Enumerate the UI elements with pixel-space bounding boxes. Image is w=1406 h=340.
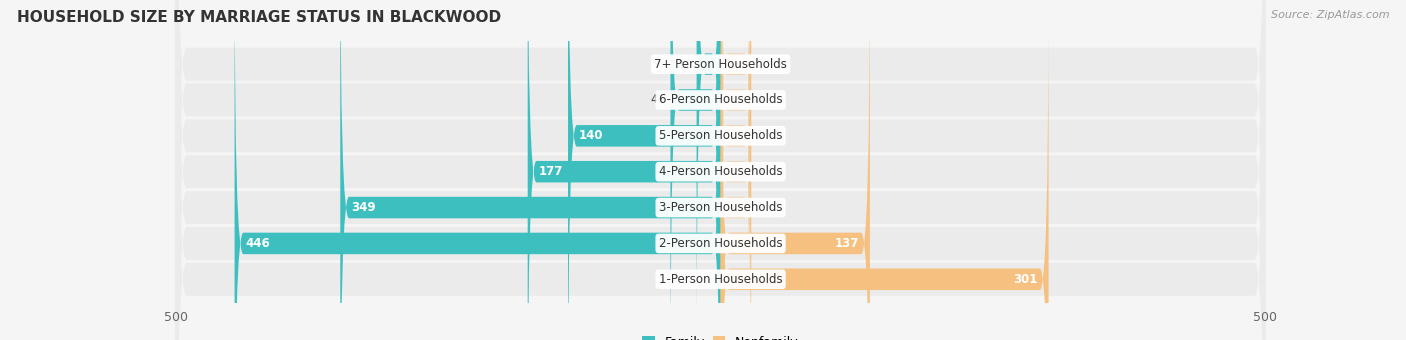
FancyBboxPatch shape (721, 0, 751, 340)
Text: 2-Person Households: 2-Person Households (659, 237, 782, 250)
FancyBboxPatch shape (721, 3, 1049, 340)
FancyBboxPatch shape (176, 0, 1265, 340)
FancyBboxPatch shape (176, 0, 1265, 340)
Text: 349: 349 (352, 201, 375, 214)
Text: 0: 0 (755, 129, 763, 142)
FancyBboxPatch shape (527, 0, 721, 340)
Text: 446: 446 (246, 237, 270, 250)
FancyBboxPatch shape (721, 0, 751, 269)
FancyBboxPatch shape (568, 0, 721, 340)
Text: 301: 301 (1014, 273, 1038, 286)
Text: Source: ZipAtlas.com: Source: ZipAtlas.com (1271, 10, 1389, 20)
Text: 177: 177 (538, 165, 562, 178)
Text: 0: 0 (755, 165, 763, 178)
FancyBboxPatch shape (671, 0, 721, 340)
FancyBboxPatch shape (176, 0, 1265, 340)
Text: 7+ Person Households: 7+ Person Households (654, 57, 787, 71)
FancyBboxPatch shape (176, 0, 1265, 340)
Text: 137: 137 (835, 237, 859, 250)
FancyBboxPatch shape (721, 3, 751, 340)
Text: 0: 0 (755, 94, 763, 106)
Text: 140: 140 (579, 129, 603, 142)
Text: 6-Person Households: 6-Person Households (659, 94, 782, 106)
Text: 4-Person Households: 4-Person Households (659, 165, 782, 178)
Text: 0: 0 (755, 201, 763, 214)
FancyBboxPatch shape (235, 0, 721, 340)
FancyBboxPatch shape (721, 0, 751, 340)
Text: 1-Person Households: 1-Person Households (659, 273, 782, 286)
Text: 46: 46 (650, 94, 665, 106)
Text: 22: 22 (676, 57, 692, 71)
FancyBboxPatch shape (176, 0, 1265, 340)
FancyBboxPatch shape (696, 0, 721, 340)
Text: 3-Person Households: 3-Person Households (659, 201, 782, 214)
FancyBboxPatch shape (721, 0, 870, 340)
Text: 5-Person Households: 5-Person Households (659, 129, 782, 142)
Text: HOUSEHOLD SIZE BY MARRIAGE STATUS IN BLACKWOOD: HOUSEHOLD SIZE BY MARRIAGE STATUS IN BLA… (17, 10, 501, 25)
Legend: Family, Nonfamily: Family, Nonfamily (637, 331, 804, 340)
FancyBboxPatch shape (340, 0, 721, 340)
Text: 0: 0 (755, 57, 763, 71)
FancyBboxPatch shape (176, 0, 1265, 340)
FancyBboxPatch shape (176, 0, 1265, 340)
FancyBboxPatch shape (721, 0, 751, 304)
